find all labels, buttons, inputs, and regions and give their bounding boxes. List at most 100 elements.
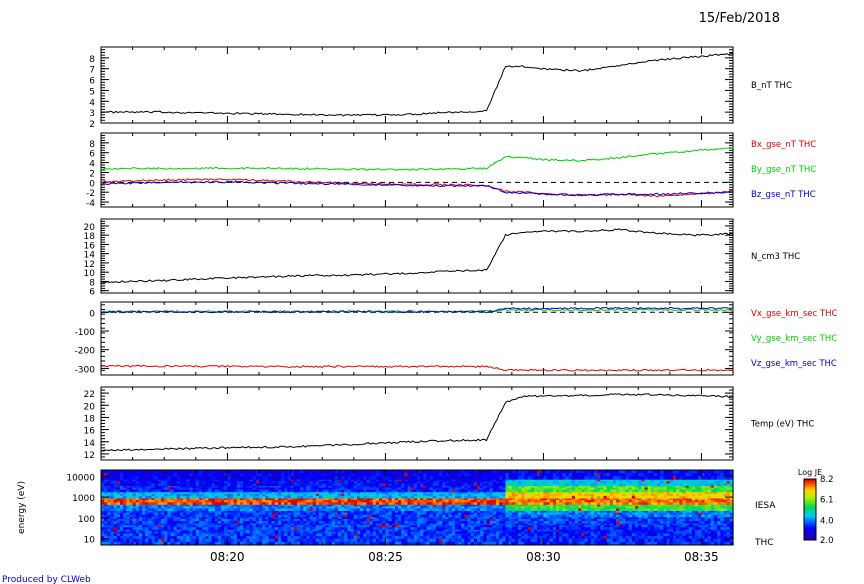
spectrogram-cell: [303, 479, 307, 482]
y-tick-label: 0: [89, 179, 95, 189]
spectrogram-cell: [334, 531, 339, 534]
spectrogram-cell: [366, 483, 371, 486]
spectrogram-cell: [192, 521, 197, 524]
spectrogram-cell: [306, 535, 311, 540]
spectrogram-cell: [116, 502, 121, 505]
y-tick-label: 6: [89, 77, 95, 87]
spectrogram-cell: [246, 473, 251, 477]
spectrogram-cell: [379, 527, 383, 530]
spectrogram-cell: [306, 521, 311, 524]
spectrogram-cell: [309, 529, 314, 532]
spectrogram-cell: [233, 483, 238, 486]
spectrogram-cell: [319, 498, 323, 501]
spectrogram-cell: [385, 487, 390, 491]
spectrogram-cell: [357, 485, 361, 489]
spectrogram-cell: [417, 508, 421, 511]
spectrogram-cell: [363, 479, 368, 482]
spectrogram-cell: [151, 510, 156, 514]
spectrogram-cell: [145, 533, 149, 537]
spectrogram-cell: [205, 473, 210, 477]
spectrogram-cell: [432, 521, 437, 524]
spectrogram-cell: [350, 504, 355, 507]
spectrogram-cell: [470, 508, 475, 511]
spectrogram-cell: [151, 489, 156, 493]
spectrogram-cell: [319, 508, 323, 511]
spectrogram-cell: [496, 516, 500, 520]
spectrogram-cell: [461, 476, 465, 480]
spectrogram-cell: [464, 470, 469, 474]
spectrogram-cell: [420, 470, 424, 474]
spectrogram-cell: [230, 510, 235, 514]
spectrogram-cell: [224, 506, 228, 509]
spectrogram-cell: [338, 514, 342, 518]
spectrogram-cell: [154, 533, 159, 537]
spectrogram-cell: [426, 521, 431, 524]
spectrogram-cell: [274, 500, 279, 503]
spectrogram-cell: [101, 481, 105, 484]
spectrogram-cell: [296, 493, 301, 497]
spectrogram-cell: [274, 516, 279, 520]
spectrogram-cell: [157, 502, 162, 505]
spectrogram-cell: [227, 521, 232, 524]
spectrogram-cell: [489, 535, 494, 540]
spectrogram-cell: [180, 498, 184, 501]
spectrogram-cell: [369, 495, 374, 499]
spectrogram-cell: [442, 525, 447, 528]
spectrogram-cell: [426, 512, 431, 516]
spectrogram-cell: [148, 506, 153, 509]
spectrogram-cell: [157, 541, 162, 546]
spectrogram-cell: [148, 516, 153, 520]
spectrogram-cell: [126, 502, 131, 505]
spectrogram-cell: [129, 473, 134, 477]
spectrogram-cell: [379, 531, 383, 534]
spectrogram-cell: [344, 514, 349, 518]
spectrogram-cell: [315, 495, 320, 499]
spectrogram-cell: [195, 473, 200, 477]
spectrogram-cell: [176, 493, 181, 497]
spectrogram-cell: [499, 498, 503, 501]
spectrogram-cell: [135, 541, 140, 546]
spectrogram-cell: [518, 493, 522, 497]
spectrogram-cell: [322, 523, 326, 526]
spectrogram-cell: [312, 512, 317, 516]
spectrogram-cell: [338, 531, 342, 534]
spectrogram-cell: [429, 473, 434, 477]
spectrogram-cell: [255, 533, 260, 537]
spectrogram-cell: [126, 473, 131, 477]
spectrogram-cell: [303, 489, 307, 493]
spectrogram-cell: [262, 533, 266, 537]
spectrogram-cell: [262, 485, 266, 489]
spectrogram-cell: [473, 476, 478, 480]
spectrogram-cell: [202, 487, 206, 491]
spectrogram-cell: [445, 500, 450, 503]
spectrogram-cell: [312, 481, 317, 484]
spectrogram-cell: [148, 514, 153, 518]
spectrogram-cell: [511, 495, 516, 499]
spectrogram-cell: [448, 541, 453, 546]
spectrogram-cell: [233, 518, 238, 522]
spectrogram-cell: [173, 506, 178, 509]
spectrogram-cell: [278, 502, 282, 505]
spectrogram-cell: [221, 521, 225, 524]
spectrogram-cell: [331, 521, 336, 524]
spectrogram-cell: [195, 504, 200, 507]
spectrogram-cell: [480, 473, 484, 477]
spectrogram-cell: [101, 504, 105, 507]
spectrogram-cell: [271, 523, 276, 526]
spectrogram-cell: [123, 476, 127, 480]
spectrogram-cell: [126, 516, 131, 520]
spectrogram-cell: [284, 506, 289, 509]
spectrogram-cell: [379, 533, 383, 537]
spectrogram-cell: [157, 473, 162, 477]
spectrogram-cell: [429, 485, 434, 489]
spectrogram-cell: [432, 473, 437, 477]
spectrogram-cell: [230, 495, 235, 499]
spectrogram-cell: [274, 541, 279, 546]
spectrogram-cell: [233, 525, 238, 528]
spectrogram-cell: [391, 521, 396, 524]
spectrogram-cell: [138, 518, 143, 522]
spectrogram-cell: [379, 535, 383, 540]
spectrogram-cell: [303, 506, 307, 509]
spectrogram-cell: [404, 510, 409, 514]
spectrogram-cell: [388, 481, 393, 484]
